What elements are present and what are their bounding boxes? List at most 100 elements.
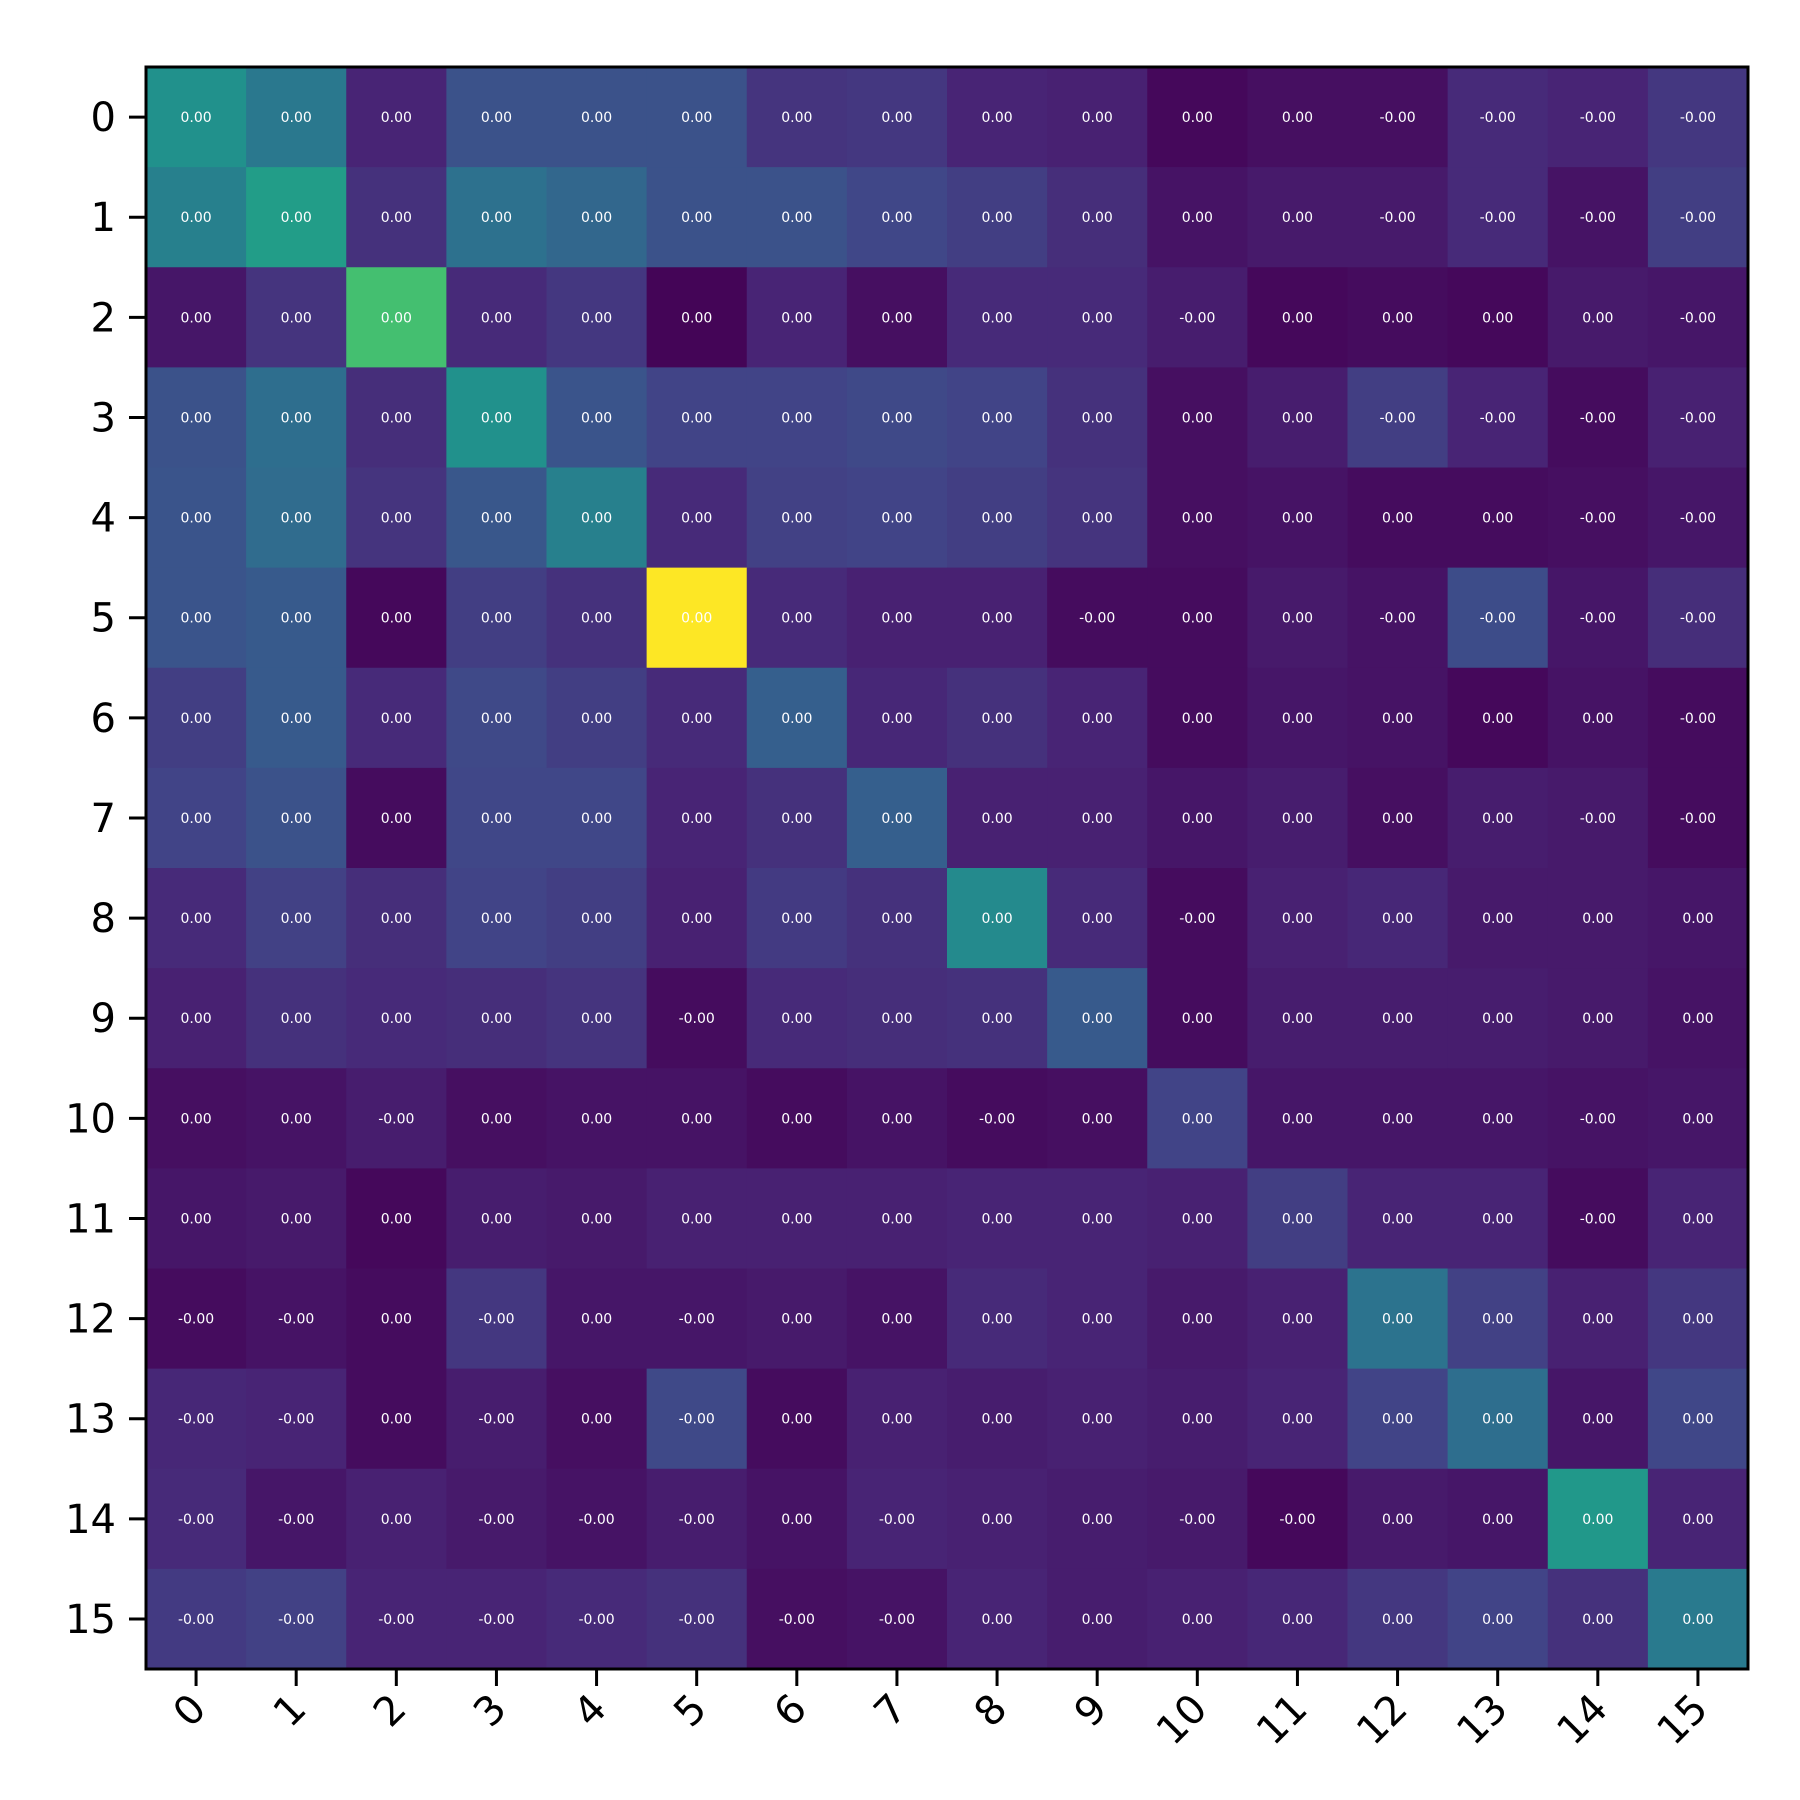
cell-value-label: 0.00 bbox=[681, 210, 712, 226]
heatmap-cell bbox=[546, 367, 648, 469]
heatmap-cell bbox=[846, 1068, 948, 1169]
cell-value-label: 0.00 bbox=[881, 110, 912, 126]
heatmap-cell bbox=[846, 1468, 948, 1570]
heatmap-cell bbox=[1047, 868, 1148, 969]
cell-value-label: 0.00 bbox=[1082, 911, 1113, 927]
heatmap-cell bbox=[146, 467, 247, 569]
heatmap-cell bbox=[246, 167, 347, 268]
cell-value-label: 0.00 bbox=[881, 1412, 912, 1428]
heatmap-cell bbox=[1547, 667, 1649, 769]
cell-value-label: 0.00 bbox=[381, 711, 412, 727]
heatmap-cell bbox=[947, 667, 1048, 769]
cell-value-label: 0.00 bbox=[1382, 1512, 1413, 1528]
cell-value-label: 0.00 bbox=[581, 911, 612, 927]
cell-value-label: 0.00 bbox=[1482, 511, 1513, 527]
y-tick-label: 4 bbox=[91, 496, 116, 542]
heatmap-cell bbox=[546, 1268, 648, 1370]
x-axis: 0 1 2 3 4 5 6 7 8 9 10 11 12 13 14 15 bbox=[165, 1669, 1717, 1754]
heatmap-cell bbox=[1547, 1368, 1649, 1470]
heatmap-cell bbox=[846, 968, 948, 1069]
heatmap-cell bbox=[1547, 567, 1649, 669]
cell-value-label: 0.00 bbox=[1082, 711, 1113, 727]
x-tick-label: 15 bbox=[1648, 1686, 1717, 1755]
cell-value-label: 0.00 bbox=[781, 1011, 812, 1027]
cell-value-label: 0.00 bbox=[1282, 110, 1313, 126]
heatmap-cell bbox=[446, 467, 548, 569]
cell-value-label: -0.00 bbox=[178, 1412, 214, 1428]
heatmap-cell bbox=[1447, 1568, 1549, 1670]
heatmap-cell bbox=[746, 1268, 848, 1370]
cell-value-label: 0.00 bbox=[981, 1512, 1012, 1528]
cell-value-label: 0.00 bbox=[981, 511, 1012, 527]
heatmap-cell bbox=[446, 1168, 548, 1270]
heatmap-cell bbox=[746, 1468, 848, 1570]
heatmap-cell bbox=[1347, 167, 1449, 268]
cell-value-label: 0.00 bbox=[981, 811, 1012, 827]
cell-value-label: -0.00 bbox=[1179, 911, 1215, 927]
heatmap-cell bbox=[1347, 868, 1449, 969]
x-tick-label: 1 bbox=[265, 1686, 316, 1737]
cell-value-label: 0.00 bbox=[481, 811, 512, 827]
cell-value-label: -0.00 bbox=[1580, 811, 1616, 827]
cell-value-label: 0.00 bbox=[581, 711, 612, 727]
heatmap-cell bbox=[1547, 968, 1649, 1069]
heatmap-cell bbox=[1447, 67, 1549, 168]
cell-value-label: -0.00 bbox=[1379, 210, 1415, 226]
cell-value-label: -0.00 bbox=[979, 1111, 1015, 1127]
heatmap-cell bbox=[646, 1268, 748, 1370]
cell-value-label: 0.00 bbox=[281, 110, 312, 126]
heatmap-cell bbox=[1047, 1168, 1148, 1270]
heatmap-cell bbox=[1547, 767, 1649, 869]
cell-value-label: -0.00 bbox=[1480, 110, 1516, 126]
heatmap-cell bbox=[346, 968, 447, 1069]
heatmap-cell bbox=[246, 1368, 347, 1470]
cell-value-label: -0.00 bbox=[679, 1512, 715, 1528]
heatmap-cell bbox=[446, 868, 548, 969]
cell-value-label: -0.00 bbox=[478, 1512, 514, 1528]
cell-value-label: -0.00 bbox=[1580, 1211, 1616, 1227]
cell-value-label: 0.00 bbox=[1182, 1211, 1213, 1227]
y-tick-label: 13 bbox=[65, 1397, 116, 1443]
x-tick-label: 8 bbox=[966, 1686, 1017, 1737]
heatmap-cell bbox=[1647, 1068, 1749, 1169]
heatmap-cell bbox=[947, 567, 1048, 669]
cell-value-label: 0.00 bbox=[381, 1512, 412, 1528]
heatmap-cell bbox=[846, 267, 948, 368]
heatmap-cell bbox=[646, 1568, 748, 1670]
cell-value-label: 0.00 bbox=[981, 110, 1012, 126]
heatmap-cell bbox=[1147, 767, 1248, 869]
heatmap-cell bbox=[1647, 467, 1749, 569]
cell-value-label: -0.00 bbox=[1580, 410, 1616, 426]
cell-value-label: 0.00 bbox=[381, 1011, 412, 1027]
cell-value-label: 0.00 bbox=[1482, 711, 1513, 727]
heatmap-cell bbox=[446, 1268, 548, 1370]
cell-value-label: 0.00 bbox=[180, 410, 211, 426]
heatmap-cell bbox=[346, 567, 447, 669]
cell-value-label: 0.00 bbox=[1182, 711, 1213, 727]
cell-value-label: 0.00 bbox=[1482, 1512, 1513, 1528]
cell-value-label: 0.00 bbox=[981, 711, 1012, 727]
heatmap-cell bbox=[546, 1568, 648, 1670]
heatmap-cell bbox=[846, 467, 948, 569]
cell-value-label: 0.00 bbox=[1682, 1211, 1713, 1227]
heatmap-cell bbox=[1247, 267, 1349, 368]
cell-value-label: 0.00 bbox=[281, 1011, 312, 1027]
heatmap-cell bbox=[346, 1068, 447, 1169]
heatmap-cell bbox=[1447, 667, 1549, 769]
cell-value-label: 0.00 bbox=[180, 210, 211, 226]
heatmap-cell bbox=[947, 868, 1048, 969]
cell-value-label: 0.00 bbox=[881, 210, 912, 226]
cell-value-label: -0.00 bbox=[478, 1612, 514, 1628]
heatmap-cell bbox=[1647, 267, 1749, 368]
cell-value-label: 0.00 bbox=[581, 1011, 612, 1027]
cell-value-label: 0.00 bbox=[281, 911, 312, 927]
cell-value-label: 0.00 bbox=[1482, 310, 1513, 326]
heatmap-cell bbox=[846, 1168, 948, 1270]
x-tick-label: 6 bbox=[765, 1686, 816, 1737]
cell-value-label: 0.00 bbox=[1682, 911, 1713, 927]
cell-value-label: 0.00 bbox=[1082, 1011, 1113, 1027]
cell-value-label: 0.00 bbox=[1482, 1111, 1513, 1127]
cell-value-label: 0.00 bbox=[1282, 611, 1313, 627]
cell-value-label: -0.00 bbox=[278, 1512, 314, 1528]
cell-value-label: 0.00 bbox=[1582, 1011, 1613, 1027]
